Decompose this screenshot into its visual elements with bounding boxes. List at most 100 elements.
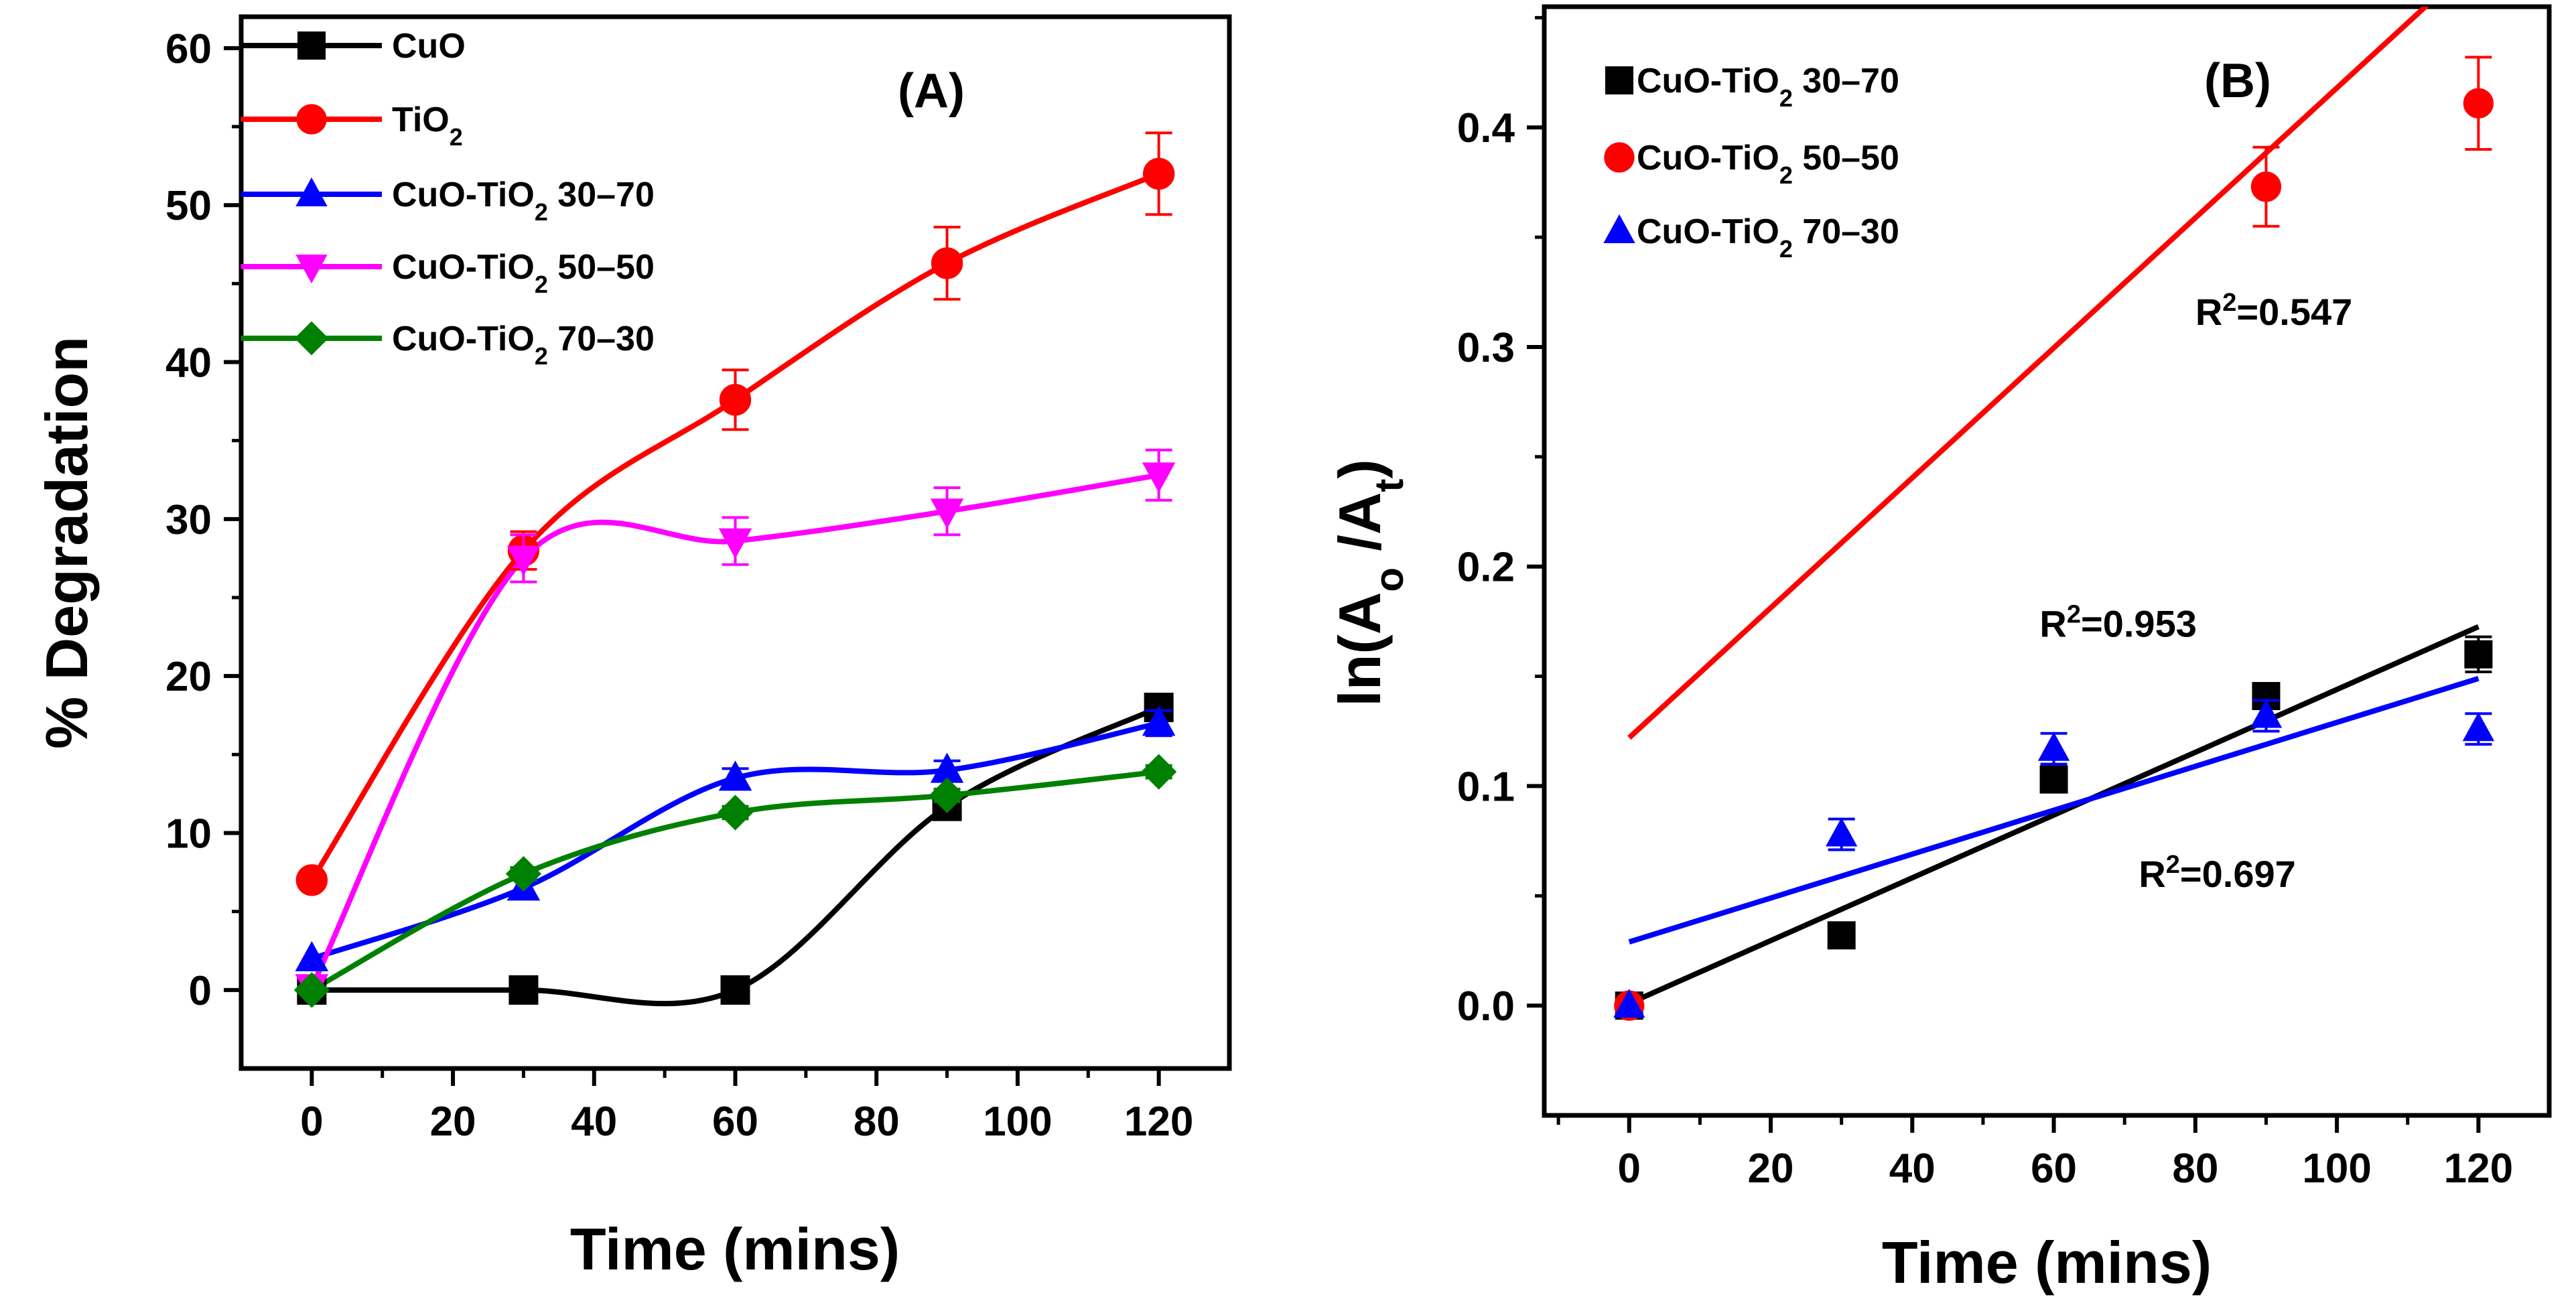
- b-legend-entry-1-label-suffix: 50–50: [1793, 139, 1899, 178]
- panel-b-y-label-subscript-o: o: [1367, 567, 1412, 592]
- b-x-tick-label-4: 80: [2172, 1146, 2218, 1192]
- b-fit-cuo-tio2-50-50: [1627, 7, 2430, 740]
- a-point-cuo-tio2-50-50-2: [718, 528, 752, 559]
- a-y-tick-label-5: 50: [165, 183, 212, 229]
- panel-b-fit-lines: [1627, 7, 2480, 1006]
- b-x-tick-label-2: 40: [1889, 1146, 1936, 1192]
- a-y-tick-label-0: 0: [189, 968, 212, 1014]
- b-point-cuo-tio2-30-70-4: [2464, 640, 2493, 669]
- panel-b-plot-frame: [1542, 4, 2552, 1118]
- a-point-cuo-tio2-70-30-3: [929, 777, 965, 813]
- a-x-tick-label-1: 20: [430, 1099, 476, 1145]
- a-point-cuo-tio2-70-30-2: [717, 794, 754, 831]
- a-y-tick-label-3: 30: [165, 497, 212, 543]
- b-r-squared-2: R2=0.697: [2139, 851, 2295, 895]
- b-legend-entry-0-label-subscript: 2: [1779, 84, 1793, 112]
- b-r-squared-2-value: =0.697: [2180, 853, 2296, 895]
- a-point-tio2-0: [295, 864, 328, 896]
- b-legend-entry-1-marker: [1604, 142, 1635, 173]
- b-legend-entry-1-label-subscript: 2: [1779, 161, 1793, 189]
- b-r-squared-0-value: =0.547: [2236, 291, 2352, 333]
- b-x-tick-label-1: 20: [1748, 1146, 1794, 1192]
- a-legend-entry-2-label-suffix: 30–70: [548, 176, 655, 214]
- a-point-cuo-tio2-30-70-4: [1142, 705, 1176, 736]
- a-y-tick-label-1: 10: [165, 811, 212, 857]
- a-curve-cuo-tio2-50-50: [309, 472, 1160, 988]
- b-y-tick-label-0: 0.0: [1457, 983, 1515, 1030]
- b-legend-entry-2-marker: [1603, 214, 1635, 243]
- panel-a-label: (A): [898, 64, 965, 118]
- panel-b-y-label-part-2: /A: [1327, 492, 1393, 567]
- b-point-cuo-tio2-50-50-1: [2463, 88, 2494, 119]
- a-legend-entry-0-label: CuO: [392, 27, 466, 66]
- b-legend-entry-0-label-suffix: 30–70: [1793, 62, 1899, 100]
- a-legend-entry-3-label-subscript: 2: [535, 271, 548, 298]
- a-legend-entry-0-marker: [297, 31, 326, 60]
- panel-b-y-label-subscript-t: t: [1367, 479, 1412, 492]
- a-point-cuo-tio2-50-50-3: [930, 498, 964, 529]
- panel-a-curves: [309, 171, 1160, 1007]
- panel-b: 0 20 40 60 80 100 120 0.0 0.1 0.2 0.3 0.4 CuO-TiO2 …: [1327, 4, 2552, 1296]
- b-legend-entry-2-label-name: CuO-TiO: [1637, 212, 1779, 251]
- a-legend-entry-2-marker: [295, 177, 328, 206]
- b-r-squared-1: R2=0.953: [2039, 601, 2196, 645]
- b-y-tick-label-2: 0.2: [1457, 545, 1515, 591]
- a-x-tick-label-4: 80: [854, 1099, 900, 1145]
- panel-b-points: [1613, 56, 2495, 1021]
- b-x-tick-label-5: 100: [2302, 1146, 2371, 1192]
- b-legend-entry-2-label: CuO-TiO2 70–30: [1637, 212, 1899, 263]
- b-r-squared-1-superscript: 2: [2067, 601, 2081, 629]
- a-x-tick-label-6: 120: [1124, 1099, 1193, 1145]
- a-curve-tio2: [309, 171, 1160, 882]
- a-point-tio2-2: [719, 384, 752, 416]
- b-point-cuo-tio2-30-70-1: [1827, 921, 1856, 950]
- b-x-tick-label-0: 0: [1618, 1146, 1641, 1192]
- panel-b-y-label-part-0: ln(A: [1327, 592, 1393, 707]
- b-r-squared-0-base: R: [2195, 291, 2222, 333]
- b-point-cuo-tio2-70-30-3: [2250, 699, 2283, 728]
- b-legend-entry-1-label-name: CuO-TiO: [1637, 139, 1779, 178]
- panel-b-y-label-part-4: ): [1327, 459, 1393, 478]
- b-x-tick-label-3: 60: [2031, 1146, 2077, 1192]
- a-point-cuo-tio2-70-30-4: [1141, 754, 1177, 790]
- b-r-squared-0: R2=0.547: [2195, 289, 2352, 333]
- a-legend-entry-1-label: TiO2: [392, 100, 463, 151]
- b-legend-entry-1-label: CuO-TiO2 50–50: [1637, 139, 1899, 189]
- a-y-tick-label-2: 20: [165, 654, 212, 700]
- a-legend-entry-2-label-name: CuO-TiO: [392, 176, 535, 214]
- a-x-tick-label-3: 60: [712, 1099, 758, 1145]
- a-point-cuo-2: [720, 975, 750, 1005]
- a-x-tick-label-5: 100: [983, 1099, 1052, 1145]
- a-legend-entry-0-label-name: CuO: [392, 27, 466, 66]
- a-legend-entry-1-label-name: TiO: [392, 100, 450, 139]
- b-r-squared-2-base: R: [2139, 853, 2165, 895]
- b-r-squared-2-superscript: 2: [2166, 851, 2180, 879]
- a-point-cuo-tio2-30-70-0: [295, 941, 329, 971]
- b-legend-entry-0-label: CuO-TiO2 30–70: [1637, 62, 1899, 112]
- a-legend-entry-3-label-name: CuO-TiO: [392, 248, 535, 287]
- b-point-cuo-tio2-70-30-0: [1613, 989, 1645, 1018]
- panel-a-x-axis-label: Time (mins): [570, 1216, 900, 1282]
- b-fit-cuo-tio2-70-30: [1628, 676, 2480, 945]
- a-point-tio2-3: [931, 247, 963, 279]
- b-legend-entry-0-label-name: CuO-TiO: [1637, 62, 1779, 100]
- b-legend-entry-0-marker: [1605, 66, 1633, 94]
- a-legend-entry-2-label-subscript: 2: [535, 198, 548, 226]
- a-legend-entry-4-label-name: CuO-TiO: [392, 320, 535, 358]
- a-legend-entry-4-marker: [294, 321, 329, 356]
- a-legend-entry-3-marker: [295, 255, 328, 284]
- a-x-tick-label-0: 0: [300, 1099, 323, 1145]
- a-y-tick-label-6: 60: [165, 26, 212, 72]
- panel-b-y-axis-label: ln(Ao /At): [1327, 459, 1412, 706]
- a-legend-entry-3-label: CuO-TiO2 50–50: [392, 248, 655, 298]
- b-r-squared-1-value: =0.953: [2081, 603, 2197, 645]
- a-point-tio2-4: [1142, 157, 1175, 190]
- b-y-tick-label-3: 0.3: [1457, 325, 1515, 371]
- a-point-cuo-tio2-50-50-1: [506, 545, 541, 576]
- b-point-cuo-tio2-50-50-2: [2250, 171, 2282, 202]
